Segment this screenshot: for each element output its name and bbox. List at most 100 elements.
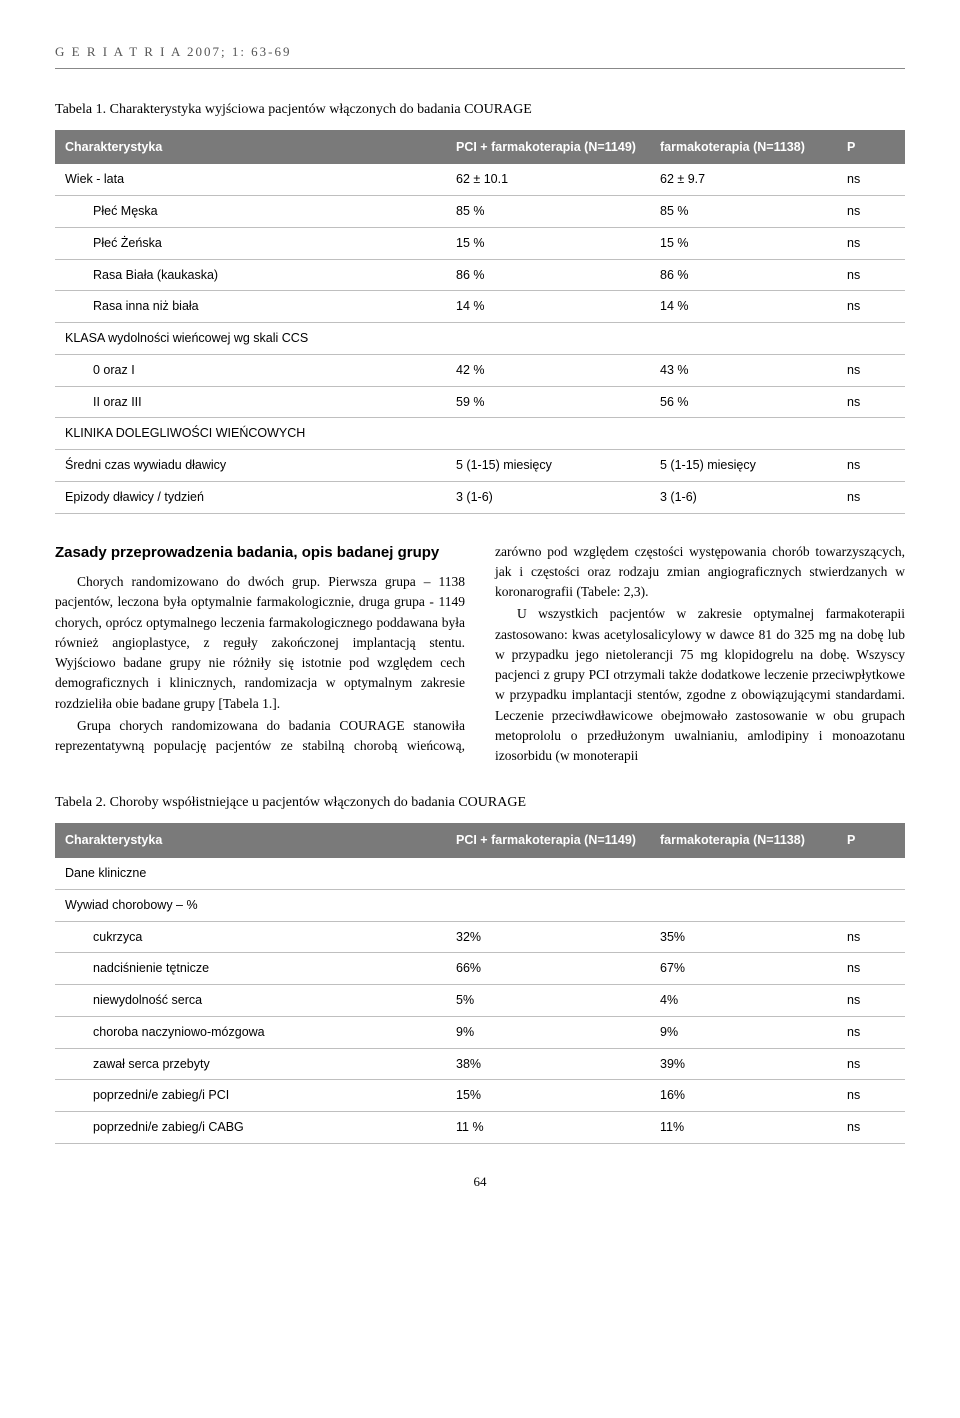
row-val-pci: 86 %: [446, 259, 650, 291]
table-row: KLINIKA DOLEGLIWOŚCI WIEŃCOWYCH: [55, 418, 905, 450]
table-row: 0 oraz I42 %43 %ns: [55, 354, 905, 386]
row-val-pharma: 86 %: [650, 259, 837, 291]
row-val-pharma: 43 %: [650, 354, 837, 386]
table2: Charakterystyka PCI + farmakoterapia (N=…: [55, 823, 905, 1144]
row-label: nadciśnienie tętnicze: [55, 953, 446, 985]
row-val-p: ns: [837, 196, 905, 228]
table-row: nadciśnienie tętnicze66%67%ns: [55, 953, 905, 985]
row-label: poprzedni/e zabieg/i PCI: [55, 1080, 446, 1112]
row-label: zawał serca przebyty: [55, 1048, 446, 1080]
row-label: KLASA wydolności wieńcowej wg skali CCS: [55, 323, 446, 355]
row-val-pci: 15%: [446, 1080, 650, 1112]
row-label: Płeć Żeńska: [55, 227, 446, 259]
row-val-pci: 15 %: [446, 227, 650, 259]
row-label: Wywiad chorobowy – %: [55, 889, 446, 921]
table-row: cukrzyca32%35%ns: [55, 921, 905, 953]
row-val-pci: 66%: [446, 953, 650, 985]
row-val-pci: 5 (1-15) miesięcy: [446, 450, 650, 482]
row-val-p: ns: [837, 1112, 905, 1144]
row-val-pharma: 39%: [650, 1048, 837, 1080]
row-val-pci: [446, 889, 650, 921]
row-label: choroba naczyniowo-mózgowa: [55, 1016, 446, 1048]
row-val-p: ns: [837, 481, 905, 513]
row-val-pharma: [650, 323, 837, 355]
row-val-pharma: 16%: [650, 1080, 837, 1112]
table-row: Dane kliniczne: [55, 858, 905, 889]
table1-col-2: farmakoterapia (N=1138): [650, 130, 837, 165]
row-val-pharma: 35%: [650, 921, 837, 953]
table1-head-row: Charakterystyka PCI + farmakoterapia (N=…: [55, 130, 905, 165]
table1-col-1: PCI + farmakoterapia (N=1149): [446, 130, 650, 165]
table-row: Średni czas wywiadu dławicy5 (1-15) mies…: [55, 450, 905, 482]
row-val-pci: 85 %: [446, 196, 650, 228]
row-val-pharma: 9%: [650, 1016, 837, 1048]
table1-col-3: P: [837, 130, 905, 165]
row-label: Dane kliniczne: [55, 858, 446, 889]
row-val-p: ns: [837, 1048, 905, 1080]
table-row: Wywiad chorobowy – %: [55, 889, 905, 921]
row-val-p: [837, 889, 905, 921]
row-val-p: ns: [837, 291, 905, 323]
table-row: Wiek - lata62 ± 10.162 ± 9.7ns: [55, 164, 905, 195]
body-text: Zasady przeprowadzenia badania, opis bad…: [55, 542, 905, 767]
row-val-p: ns: [837, 921, 905, 953]
row-label: KLINIKA DOLEGLIWOŚCI WIEŃCOWYCH: [55, 418, 446, 450]
row-val-pci: 5%: [446, 985, 650, 1017]
row-label: Rasa inna niż biała: [55, 291, 446, 323]
row-val-pci: 32%: [446, 921, 650, 953]
row-val-pci: 62 ± 10.1: [446, 164, 650, 195]
row-val-p: [837, 418, 905, 450]
row-val-pci: 3 (1-6): [446, 481, 650, 513]
row-val-pharma: 3 (1-6): [650, 481, 837, 513]
row-val-p: ns: [837, 450, 905, 482]
table-row: II oraz III59 %56 %ns: [55, 386, 905, 418]
row-val-p: [837, 323, 905, 355]
row-val-pharma: [650, 858, 837, 889]
row-val-pharma: 5 (1-15) miesięcy: [650, 450, 837, 482]
row-val-pharma: 14 %: [650, 291, 837, 323]
table2-col-1: PCI + farmakoterapia (N=1149): [446, 823, 650, 858]
row-val-pharma: 67%: [650, 953, 837, 985]
row-val-pci: 14 %: [446, 291, 650, 323]
table-row: Rasa Biała (kaukaska)86 %86 %ns: [55, 259, 905, 291]
row-val-pci: [446, 323, 650, 355]
page-number: 64: [55, 1172, 905, 1192]
table1-caption: Tabela 1. Charakterystyka wyjściowa pacj…: [55, 99, 905, 120]
paragraph-1: Chorych randomizowano do dwóch grup. Pie…: [55, 572, 465, 714]
row-val-pci: 59 %: [446, 386, 650, 418]
table-row: Płeć Żeńska15 %15 %ns: [55, 227, 905, 259]
table2-col-0: Charakterystyka: [55, 823, 446, 858]
table2-col-2: farmakoterapia (N=1138): [650, 823, 837, 858]
table2-caption: Tabela 2. Choroby współistniejące u pacj…: [55, 792, 905, 813]
row-val-p: ns: [837, 985, 905, 1017]
row-val-p: ns: [837, 164, 905, 195]
paragraph-3: U wszystkich pacjentów w zakresie optyma…: [495, 604, 905, 766]
table-row: choroba naczyniowo-mózgowa9%9%ns: [55, 1016, 905, 1048]
row-val-pharma: 62 ± 9.7: [650, 164, 837, 195]
table-row: Płeć Męska85 %85 %ns: [55, 196, 905, 228]
row-label: 0 oraz I: [55, 354, 446, 386]
row-label: Płeć Męska: [55, 196, 446, 228]
row-val-p: ns: [837, 1016, 905, 1048]
row-val-pharma: 11%: [650, 1112, 837, 1144]
row-val-p: [837, 858, 905, 889]
row-val-pci: [446, 858, 650, 889]
row-val-pci: 9%: [446, 1016, 650, 1048]
journal-header: G E R I A T R I A 2007; 1: 63-69: [55, 42, 905, 69]
row-val-pci: 11 %: [446, 1112, 650, 1144]
row-val-pharma: 85 %: [650, 196, 837, 228]
row-val-pharma: 15 %: [650, 227, 837, 259]
table2-head-row: Charakterystyka PCI + farmakoterapia (N=…: [55, 823, 905, 858]
table-row: Epizody dławicy / tydzień3 (1-6)3 (1-6)n…: [55, 481, 905, 513]
table1-col-0: Charakterystyka: [55, 130, 446, 165]
row-val-pci: 38%: [446, 1048, 650, 1080]
table-row: poprzedni/e zabieg/i PCI15%16%ns: [55, 1080, 905, 1112]
row-val-pharma: 4%: [650, 985, 837, 1017]
row-val-pci: 42 %: [446, 354, 650, 386]
table1: Charakterystyka PCI + farmakoterapia (N=…: [55, 130, 905, 514]
row-val-p: ns: [837, 953, 905, 985]
table-row: niewydolność serca5%4%ns: [55, 985, 905, 1017]
row-val-pharma: [650, 418, 837, 450]
row-val-pharma: 56 %: [650, 386, 837, 418]
table2-col-3: P: [837, 823, 905, 858]
